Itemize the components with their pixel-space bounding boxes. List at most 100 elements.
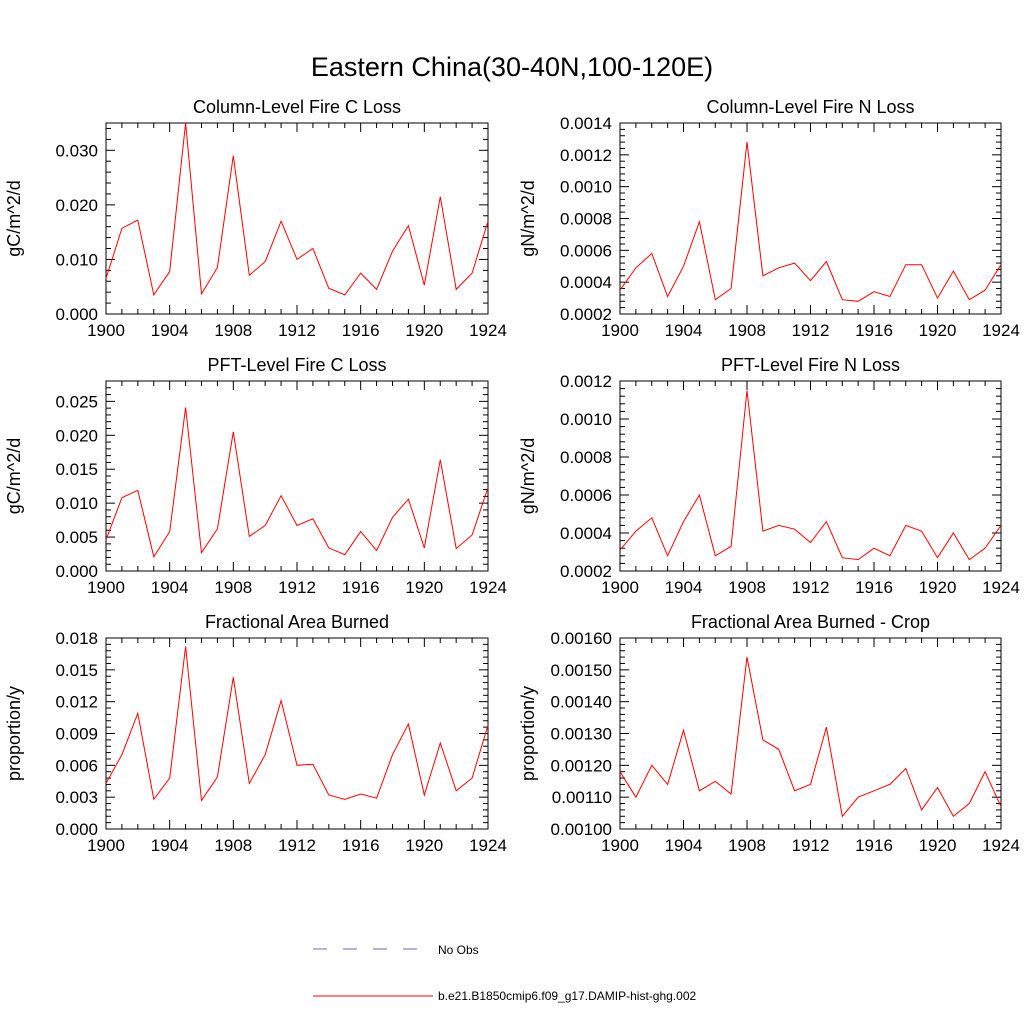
y-tick-label: 0.009 — [55, 725, 98, 744]
y-tick-label: 0.020 — [55, 426, 98, 445]
x-tick-label: 1924 — [982, 321, 1020, 340]
legend-label-series: b.e21.B1850cmip6.f09_g17.DAMIP-hist-ghg.… — [438, 989, 696, 1003]
panels: 1900 1904 1908 1912 1916 1920 1924 0.000 0.010 0.… — [4, 97, 1020, 855]
x-tick-label: 1912 — [792, 321, 830, 340]
x-tick-label: 1912 — [278, 321, 316, 340]
x-tick-label: 1920 — [919, 321, 957, 340]
y-tick-label: 0.010 — [55, 250, 98, 269]
x-tick-label: 1900 — [601, 321, 639, 340]
x-tick-label: 1924 — [469, 578, 507, 597]
y-tick-label: 0.0004 — [560, 524, 612, 543]
x-tick-label: 1924 — [469, 321, 507, 340]
panel-title: PFT-Level Fire N Loss — [721, 355, 900, 375]
x-tick-label: 1900 — [87, 836, 125, 855]
y-tick-label: 0.000 — [55, 305, 98, 324]
y-tick-label: 0.006 — [55, 756, 98, 775]
y-tick-label: 0.000 — [55, 562, 98, 581]
x-tick-label: 1912 — [792, 836, 830, 855]
series-line — [105, 646, 489, 802]
x-tick-label: 1904 — [151, 321, 189, 340]
x-tick-label: 1920 — [919, 578, 957, 597]
x-tick-label: 1904 — [665, 578, 703, 597]
panel-3: 1900 1904 1908 1912 1916 1920 1924 0.000 0.005 0.… — [4, 355, 507, 597]
y-tick-label: 0.005 — [55, 528, 98, 547]
y-tick-label: 0.0002 — [560, 562, 612, 581]
y-tick-label: 0.0014 — [560, 114, 612, 133]
panel-2: 1900 1904 1908 1912 1916 1920 1924 0.0002 0.0004… — [518, 97, 1020, 340]
panel-1: 1900 1904 1908 1912 1916 1920 1924 0.000 0.010 0.… — [4, 97, 507, 340]
y-tick-label: 0.020 — [55, 196, 98, 215]
x-tick-label: 1924 — [982, 578, 1020, 597]
y-axis-label: proportion/y — [4, 686, 24, 781]
x-tick-label: 1924 — [469, 836, 507, 855]
series-line — [105, 407, 489, 559]
panel-5: 1900 1904 1908 1912 1916 1920 1924 0.000 0.003 0.… — [4, 612, 507, 855]
x-tick-label: 1900 — [87, 321, 125, 340]
y-tick-label: 0.025 — [55, 392, 98, 411]
x-tick-label: 1904 — [665, 836, 703, 855]
y-tick-label: 0.010 — [55, 494, 98, 513]
y-tick-label: 0.000 — [55, 820, 98, 839]
y-axis-label: gC/m^2/d — [4, 180, 24, 256]
y-tick-label: 0.0010 — [560, 178, 612, 197]
x-tick-label: 1900 — [601, 578, 639, 597]
y-axis-label: gN/m^2/d — [518, 180, 538, 256]
y-tick-label: 0.0006 — [560, 241, 612, 260]
y-tick-label: 0.0008 — [560, 448, 612, 467]
y-axis-label: proportion/y — [518, 686, 538, 781]
plot-frame — [619, 122, 1002, 315]
x-tick-label: 1916 — [855, 836, 893, 855]
y-tick-label: 0.0010 — [560, 410, 612, 429]
y-tick-label: 0.0012 — [560, 372, 612, 391]
y-tick-label: 0.012 — [55, 693, 98, 712]
x-tick-label: 1904 — [151, 578, 189, 597]
y-tick-label: 0.0008 — [560, 210, 612, 229]
x-tick-label: 1908 — [728, 836, 766, 855]
y-tick-label: 0.0012 — [560, 146, 612, 165]
x-tick-label: 1920 — [405, 578, 443, 597]
plot-frame — [619, 637, 1002, 830]
y-tick-label: 0.00110 — [552, 788, 612, 807]
x-tick-label: 1920 — [405, 321, 443, 340]
x-tick-label: 1916 — [342, 321, 380, 340]
x-tick-label: 1904 — [665, 321, 703, 340]
y-tick-label: 0.0006 — [560, 486, 612, 505]
series-line — [619, 142, 1002, 302]
panel-6: 1900 1904 1908 1912 1916 1920 1924 0.00100 0.001… — [518, 612, 1020, 855]
y-tick-label: 0.015 — [55, 460, 98, 479]
y-tick-label: 0.0002 — [560, 305, 612, 324]
x-tick-label: 1908 — [214, 836, 252, 855]
panel-title: Column-Level Fire C Loss — [193, 97, 401, 117]
figure-title: Eastern China(30-40N,100-120E) — [311, 52, 713, 82]
x-tick-label: 1908 — [214, 578, 252, 597]
legend-label-no-obs: No Obs — [438, 943, 479, 957]
y-axis-label: gN/m^2/d — [518, 438, 538, 514]
y-tick-label: 0.00100 — [551, 820, 612, 839]
x-tick-label: 1916 — [342, 578, 380, 597]
x-tick-label: 1900 — [87, 578, 125, 597]
x-tick-label: 1908 — [214, 321, 252, 340]
x-tick-label: 1912 — [278, 578, 316, 597]
x-tick-label: 1900 — [601, 836, 639, 855]
x-tick-label: 1912 — [278, 836, 316, 855]
x-tick-label: 1916 — [342, 836, 380, 855]
x-tick-label: 1908 — [728, 578, 766, 597]
panel-4: 1900 1904 1908 1912 1916 1920 1924 0.0002 0.0004… — [518, 355, 1020, 597]
y-tick-label: 0.030 — [55, 141, 98, 160]
series-line — [105, 122, 489, 297]
x-tick-label: 1916 — [855, 321, 893, 340]
x-tick-label: 1924 — [982, 836, 1020, 855]
x-tick-label: 1920 — [405, 836, 443, 855]
panel-title: Fractional Area Burned - Crop — [691, 612, 930, 632]
panel-title: Column-Level Fire N Loss — [706, 97, 914, 117]
series-line — [619, 657, 1002, 818]
y-tick-label: 0.00130 — [551, 725, 612, 744]
x-tick-label: 1920 — [919, 836, 957, 855]
y-tick-label: 0.018 — [55, 629, 98, 648]
y-tick-label: 0.003 — [55, 788, 98, 807]
panel-title: PFT-Level Fire C Loss — [207, 355, 386, 375]
series-line — [619, 390, 1002, 561]
y-tick-label: 0.00120 — [551, 756, 612, 775]
x-tick-label: 1908 — [728, 321, 766, 340]
